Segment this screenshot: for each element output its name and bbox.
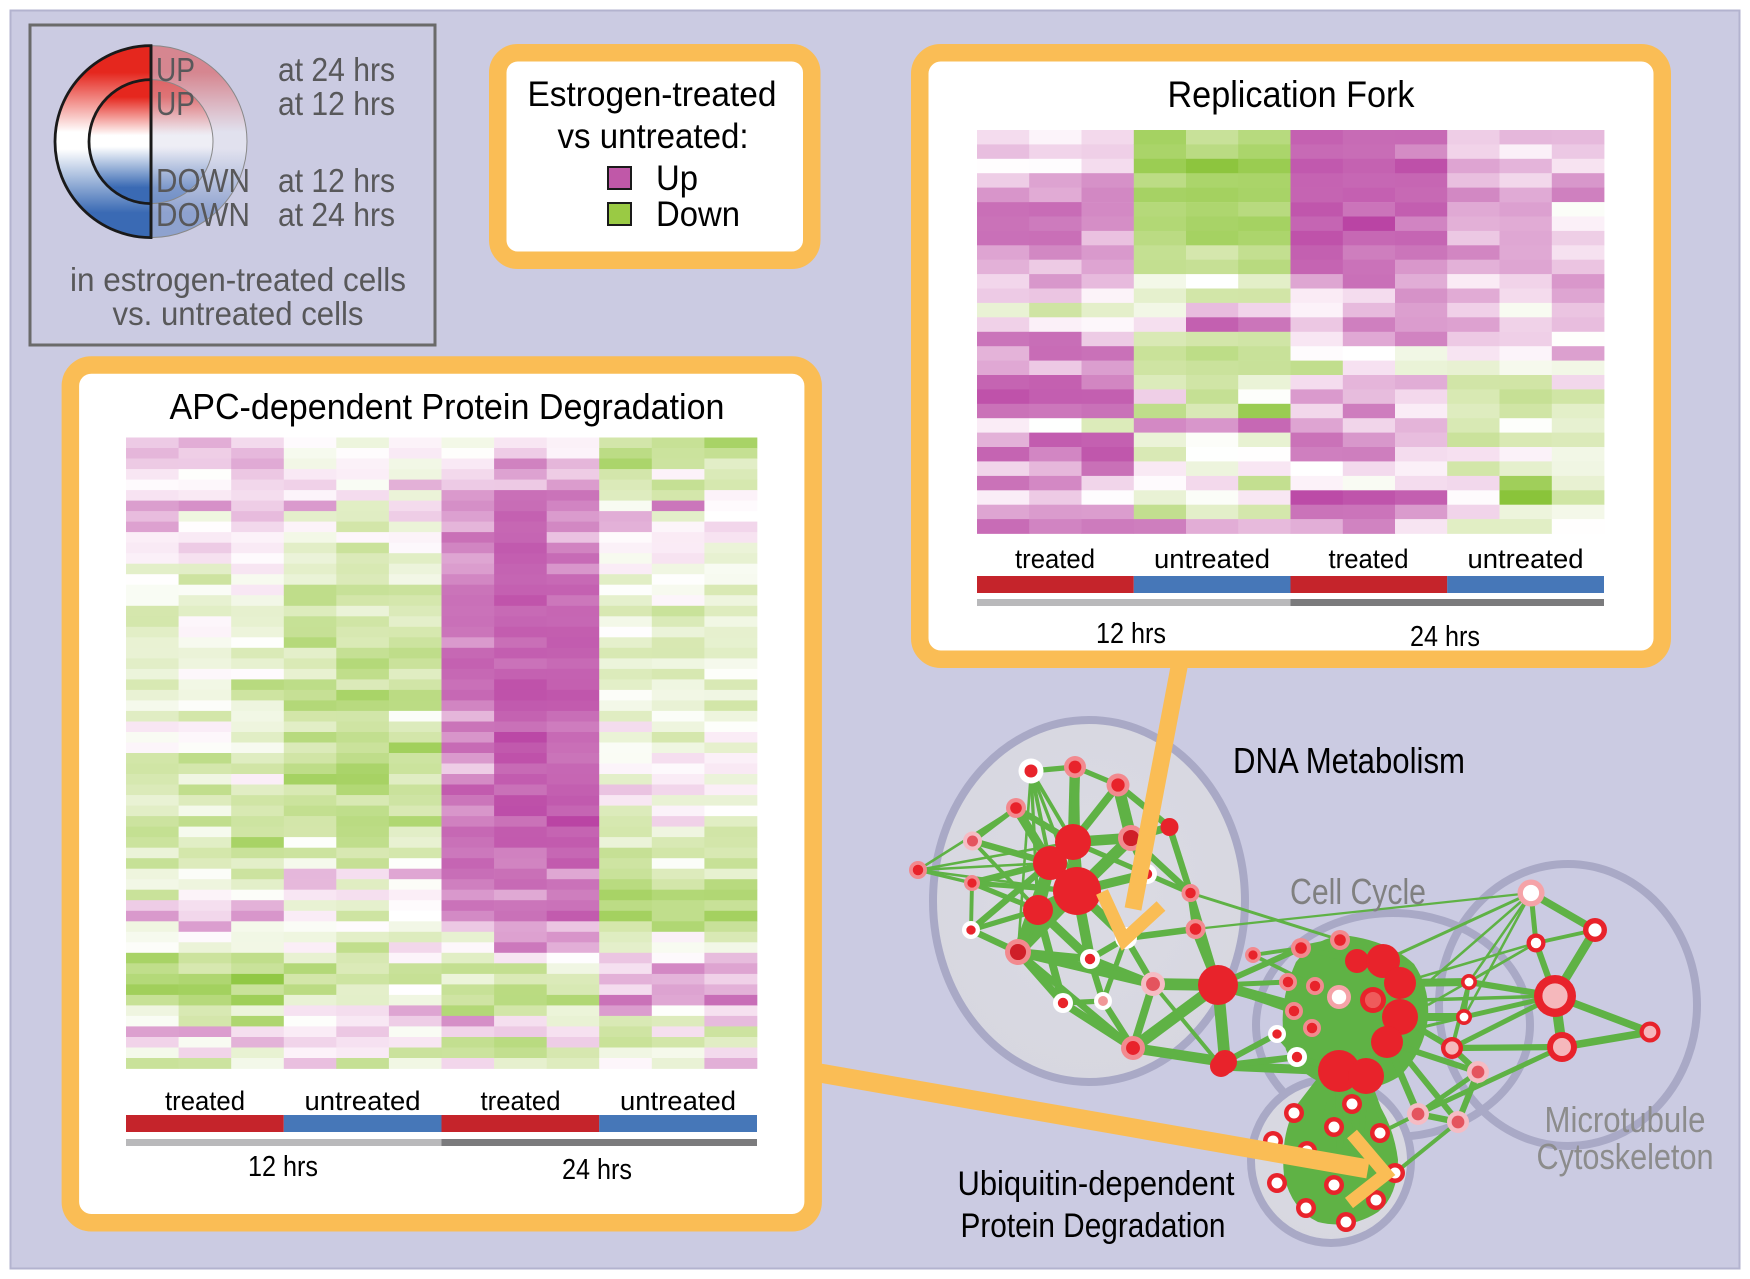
svg-text:untreated: untreated xyxy=(620,1086,736,1116)
svg-text:vs untreated:: vs untreated: xyxy=(558,117,749,156)
svg-text:in estrogen-treated cells: in estrogen-treated cells xyxy=(70,261,406,298)
svg-text:DNA Metabolism: DNA Metabolism xyxy=(1233,740,1465,781)
svg-text:at 24 hrs: at 24 hrs xyxy=(278,196,395,233)
svg-text:treated: treated xyxy=(1015,544,1095,574)
svg-text:Estrogen-treated: Estrogen-treated xyxy=(528,75,777,114)
svg-text:untreated: untreated xyxy=(305,1086,421,1116)
svg-text:Cytoskeleton: Cytoskeleton xyxy=(1537,1136,1714,1177)
svg-text:treated: treated xyxy=(481,1086,561,1116)
svg-text:Microtubule: Microtubule xyxy=(1545,1099,1706,1140)
svg-text:Replication Fork: Replication Fork xyxy=(1168,74,1415,115)
svg-text:Ubiquitin-dependent: Ubiquitin-dependent xyxy=(958,1165,1236,1203)
svg-text:untreated: untreated xyxy=(1154,544,1270,574)
svg-text:12 hrs: 12 hrs xyxy=(248,1151,318,1183)
svg-text:DOWN: DOWN xyxy=(156,196,250,233)
svg-text:treated: treated xyxy=(1329,544,1409,574)
svg-text:vs. untreated cells: vs. untreated cells xyxy=(113,295,364,332)
svg-text:at 12 hrs: at 12 hrs xyxy=(278,162,395,199)
svg-text:untreated: untreated xyxy=(1468,544,1584,574)
svg-text:APC-dependent Protein Degradat: APC-dependent Protein Degradation xyxy=(170,386,725,427)
svg-text:Up: Up xyxy=(656,159,698,198)
svg-text:Cell Cycle: Cell Cycle xyxy=(1290,871,1426,912)
svg-text:at 12 hrs: at 12 hrs xyxy=(278,85,395,122)
svg-text:UP: UP xyxy=(156,51,195,88)
svg-text:DOWN: DOWN xyxy=(156,162,250,199)
svg-text:at 24 hrs: at 24 hrs xyxy=(278,51,395,88)
svg-text:Protein Degradation: Protein Degradation xyxy=(961,1207,1226,1245)
svg-text:treated: treated xyxy=(165,1086,245,1116)
svg-text:Down: Down xyxy=(656,195,740,234)
svg-text:UP: UP xyxy=(156,85,195,122)
svg-text:24 hrs: 24 hrs xyxy=(562,1154,632,1186)
svg-text:24 hrs: 24 hrs xyxy=(1410,621,1480,653)
svg-text:12 hrs: 12 hrs xyxy=(1096,618,1166,650)
